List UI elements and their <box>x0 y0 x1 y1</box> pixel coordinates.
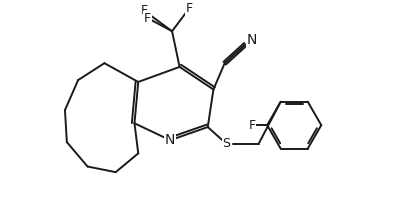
Text: N: N <box>247 33 257 47</box>
Text: N: N <box>165 133 175 147</box>
Text: F: F <box>140 4 147 17</box>
Text: F: F <box>185 2 193 15</box>
Text: F: F <box>248 119 256 132</box>
Text: S: S <box>222 137 231 150</box>
Text: F: F <box>144 12 151 24</box>
